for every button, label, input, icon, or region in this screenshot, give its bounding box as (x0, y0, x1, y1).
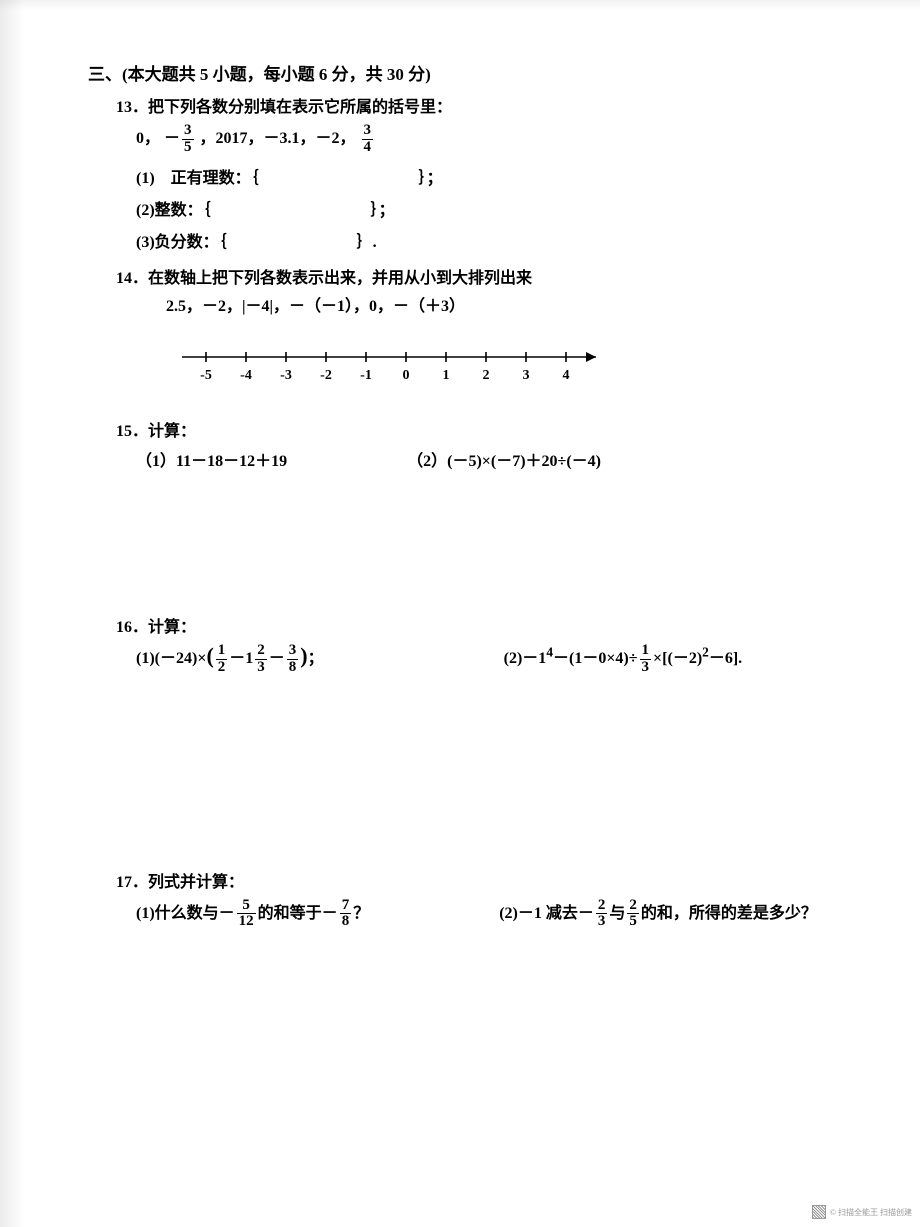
p16-cols: (1)(－24)×(12－123－38)； (2)－14－(1－0×4)÷13×… (136, 643, 850, 676)
spacer (88, 483, 850, 613)
watermark: © 扫描全能王 扫描创建 (812, 1205, 912, 1219)
page-content: 三、(本大题共 5 小题，每小题 6 分，共 30 分) 13．把下列各数分别填… (0, 0, 920, 982)
lparen: ( (206, 643, 213, 668)
problem-16: 16．计算： (1)(－24)×(12－123－38)； (2)－14－(1－0… (116, 613, 850, 676)
number-line: -5 -4 -3 -2 -1 0 1 2 3 4 (176, 343, 616, 387)
p17-title: 17．列式并计算： (116, 868, 850, 892)
p17-col1: (1)什么数与－512的和等于－78？ (136, 898, 369, 931)
problem-15: 15．计算： （1）11－18－12＋19 （2）(－5)×(－7)＋20÷(－… (116, 417, 850, 471)
p16-col2: (2)－14－(1－0×4)÷13×[(－2)2－6]. (504, 643, 743, 676)
rparen: ) (300, 643, 307, 668)
qr-icon (812, 1205, 826, 1219)
p15-title: 15．计算： (116, 417, 850, 441)
number-line-wrap: -5 -4 -3 -2 -1 0 1 2 3 4 (176, 343, 850, 387)
svg-text:-3: -3 (280, 368, 292, 383)
p13-num-b: ，2017，－3.1，－2， (200, 130, 356, 147)
section-header: 三、(本大题共 5 小题，每小题 6 分，共 30 分) (88, 60, 850, 85)
p16-col1: (1)(－24)×(12－123－38)； (136, 643, 324, 676)
svg-text:-2: -2 (320, 368, 332, 383)
p13-frac1-sign: － (164, 130, 180, 147)
p13-frac1: 35 (182, 123, 194, 156)
p16-f1: 12 (216, 643, 228, 676)
p17-f3: 23 (596, 898, 608, 931)
p16-f4: 13 (640, 643, 652, 676)
p13-sub2: (2)整数：｛｝； (136, 196, 850, 220)
watermark-text: © 扫描全能王 扫描创建 (830, 1207, 912, 1218)
p15-col2: （2）(－5)×(－7)＋20÷(－4) (407, 447, 601, 471)
svg-text:4: 4 (563, 368, 570, 383)
p17-col2: (2)－1 减去－23与25的和，所得的差是多少？ (499, 898, 817, 931)
svg-text:3: 3 (523, 368, 530, 383)
p15-col1: （1）11－18－12＋19 (136, 447, 287, 471)
svg-text:-4: -4 (240, 368, 252, 383)
p15-cols: （1）11－18－12＋19 （2）(－5)×(－7)＋20÷(－4) (136, 447, 850, 471)
p13-numbers: 0， －35 ，2017，－3.1，－2， 34 (136, 123, 850, 156)
problem-13: 13．把下列各数分别填在表示它所属的括号里： 0， －35 ，2017，－3.1… (116, 93, 850, 252)
p17-f4: 25 (627, 898, 639, 931)
p17-cols: (1)什么数与－512的和等于－78？ (2)－1 减去－23与25的和，所得的… (136, 898, 850, 931)
p13-sub3: (3)负分数：｛｝. (136, 228, 850, 252)
svg-text:-5: -5 (200, 368, 212, 383)
problem-14: 14．在数轴上把下列各数表示出来，并用从小到大排列出来 2.5，－2，|－4|，… (116, 264, 850, 388)
problem-17: 17．列式并计算： (1)什么数与－512的和等于－78？ (2)－1 减去－2… (116, 868, 850, 931)
p13-sub1: (1) 正有理数：｛｝； (136, 164, 850, 188)
p16-f3: 38 (287, 643, 299, 676)
spacer2 (88, 688, 850, 868)
p17-f2: 78 (340, 898, 352, 931)
p16-f2: 23 (255, 643, 267, 676)
p17-f1: 512 (237, 898, 256, 931)
p13-title: 13．把下列各数分别填在表示它所属的括号里： (116, 93, 850, 117)
p13-num-a: 0， (136, 130, 160, 147)
svg-text:2: 2 (483, 368, 490, 383)
p16-title: 16．计算： (116, 613, 850, 637)
svg-text:0: 0 (403, 368, 410, 383)
p13-frac2: 34 (362, 123, 374, 156)
p14-list: 2.5，－2，|－4|，－（－1），0，－（＋3） (166, 294, 850, 320)
svg-text:1: 1 (443, 368, 450, 383)
p14-title: 14．在数轴上把下列各数表示出来，并用从小到大排列出来 (116, 264, 850, 288)
svg-text:-1: -1 (360, 368, 372, 383)
